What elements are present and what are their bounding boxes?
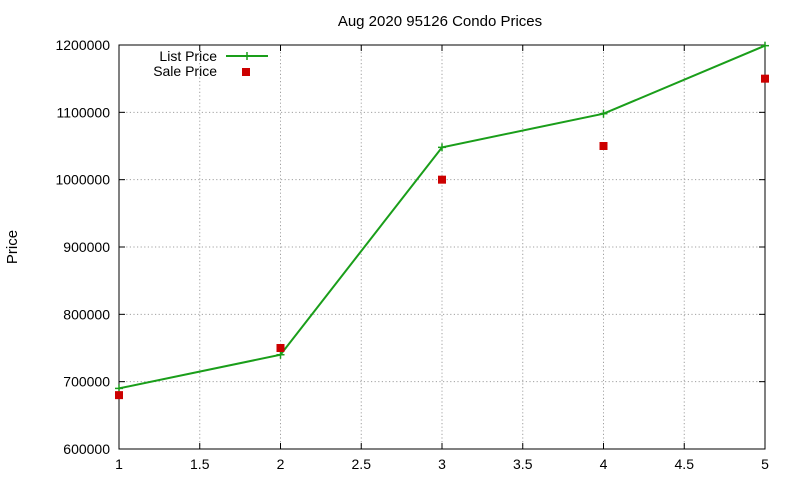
data-point-list-price xyxy=(761,41,769,50)
y-tick-label: 1000000 xyxy=(55,172,110,188)
data-point-list-price xyxy=(438,143,446,152)
x-tick-label: 5 xyxy=(761,456,769,472)
y-tick-label: 700000 xyxy=(63,374,110,390)
x-tick-label: 3.5 xyxy=(513,456,533,472)
data-point-list-price xyxy=(599,109,608,118)
y-tick-label: 900000 xyxy=(63,239,110,255)
legend-swatches xyxy=(226,52,268,76)
x-tick-label: 4 xyxy=(600,456,608,472)
x-tick-label: 2.5 xyxy=(352,456,372,472)
y-axis-label: Price xyxy=(4,230,21,264)
x-tick-label: 3 xyxy=(438,456,446,472)
data-point-sale-price xyxy=(276,344,285,352)
data-point-sale-price xyxy=(761,74,769,83)
data-point-list-price xyxy=(115,384,123,393)
legend-marker-list-price xyxy=(243,52,251,60)
legend: List Price Sale Price xyxy=(153,48,268,79)
axis-ticks: 1 1.5 2 2.5 3 3.5 4 4.5 5 600000 700000 800000 90000… xyxy=(55,37,769,472)
data-point-sale-price xyxy=(115,391,123,400)
data-point-list-price xyxy=(276,350,285,359)
y-tick-label: 600000 xyxy=(63,441,110,457)
x-tick-label: 2 xyxy=(277,456,285,472)
y-tick-label: 1100000 xyxy=(57,104,111,120)
chart-title: Aug 2020 95126 Condo Prices xyxy=(338,13,542,30)
data-series xyxy=(115,41,769,400)
legend-marker-sale-price xyxy=(242,68,250,76)
grid xyxy=(119,45,765,449)
data-point-sale-price xyxy=(438,175,446,184)
y-tick-label: 1200000 xyxy=(55,37,110,53)
legend-label-sale-price: Sale Price xyxy=(153,63,217,79)
y-tick-label: 800000 xyxy=(63,306,110,322)
data-point-sale-price xyxy=(599,142,608,150)
series-list-price xyxy=(115,41,769,393)
x-tick-label: 4.5 xyxy=(675,456,695,472)
series-sale-price xyxy=(115,74,769,400)
legend-label-list-price: List Price xyxy=(159,48,217,64)
x-tick-label: 1.5 xyxy=(190,456,210,472)
x-tick-label: 1 xyxy=(115,456,123,472)
